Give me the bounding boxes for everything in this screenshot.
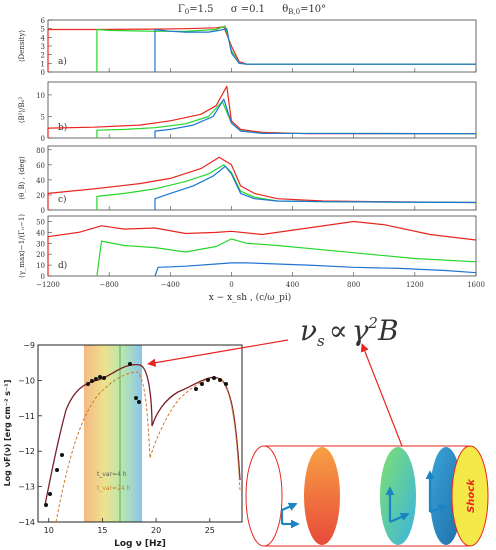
sed-x-tick-label: 10: [44, 526, 54, 535]
shock-to-formula-arrow: [360, 343, 403, 447]
y-tick-label: 6: [41, 17, 46, 25]
sed-y-ticks: −9 −10 −11 −12 −13 −14: [18, 341, 42, 527]
y-tick-label: 40: [36, 229, 45, 237]
sed-frame: [37, 344, 243, 523]
jet-cylinder-diagram: Shock: [245, 445, 489, 547]
sed-x-tick-label: 25: [205, 526, 215, 535]
y-tick-label: 0: [41, 69, 45, 77]
series-line-red: [47, 85, 476, 138]
formula-to-sed-arrow: [147, 339, 289, 367]
series-line-red: [47, 156, 477, 210]
sed-model-curve-dashed: [55, 371, 241, 523]
y-axis-label: ⟨B²⟩/B₀²: [18, 97, 26, 124]
x-axis-label: x − x_sh , (c/ω_pi): [209, 292, 292, 303]
theta-subscript: B,0: [288, 8, 300, 16]
x-tick-label: 400: [286, 281, 299, 289]
series-line-green: [96, 238, 477, 277]
sed-plot: −9 −10 −11 −12 −13 −14 10 15 20 25 Log νF(ν) [er…: [3, 341, 243, 549]
y-tick-label: 10: [36, 262, 45, 270]
y-tick-label: 4: [41, 34, 46, 42]
y-axis-label: ⟨θ_B⟩ , (deg): [18, 156, 26, 200]
series-line-blue: [154, 262, 477, 277]
x-axis-tick-labels: −1200 −800 −400 0 400 800 1200 1600: [36, 281, 485, 289]
sed-y-tick-label: −9: [23, 341, 35, 350]
y-tick-label: 20: [36, 251, 45, 259]
y-tick-label: 20: [36, 192, 45, 200]
y-tick-label: 30: [36, 240, 45, 248]
sed-x-tick-label: 15: [97, 526, 107, 535]
b-field-arrow-1: [280, 502, 298, 524]
panel-frame: [47, 215, 477, 277]
y-tick-label: 40: [36, 177, 45, 185]
gamma-value: =1.5: [189, 4, 213, 15]
y-tick-label: 5: [41, 113, 45, 121]
series-line-green: [96, 25, 476, 72]
series-line-green: [96, 164, 477, 210]
sed-y-tick-label: −13: [18, 483, 35, 492]
x-tick-label: 1200: [406, 281, 424, 289]
x-tick-label: −400: [161, 281, 180, 289]
sed-y-tick-label: −14: [18, 518, 35, 527]
panel-c: 0 20 40 60 80 ⟨θ_B⟩ , (deg) c): [18, 145, 477, 215]
gamma-subscript: 0: [185, 8, 189, 16]
gamma-symbol: Γ: [178, 4, 185, 15]
x-tick-label: 0: [229, 281, 233, 289]
jet-back-opening: [245, 445, 283, 547]
theta-symbol: θ: [282, 4, 288, 15]
panel-d: 0 10 20 30 40 50 ⟨γ_max⟩−1/(Γ₀−1) d): [18, 214, 477, 281]
panel-tag: a): [58, 56, 67, 67]
energy-band-highlight: [84, 345, 142, 522]
shock-label: Shock: [466, 478, 477, 513]
sed-x-axis-label: Log ν [Hz]: [114, 539, 166, 549]
y-tick-label: 10: [36, 92, 45, 100]
emission-region-green: [380, 447, 416, 545]
synchrotron-scaling-formula: νs ∝ γ2B: [300, 314, 399, 350]
y-tick-label: 80: [36, 147, 45, 155]
sed-y-axis-label: Log νF(ν) [erg cm⁻² s⁻¹]: [3, 380, 12, 487]
magnetic-field-arrows: [280, 470, 448, 529]
series-line-red: [47, 220, 477, 276]
x-tick-label: 1600: [467, 281, 485, 289]
y-tick-label: 1: [41, 60, 45, 68]
y-tick-label: 0: [41, 135, 45, 143]
x-tick-label: 800: [347, 281, 360, 289]
simulation-parameters: Γ0=1.5 σ =0.1 θB,0=10°: [178, 4, 326, 16]
emission-region-red: [304, 447, 340, 545]
x-tick-label: −800: [100, 281, 119, 289]
sigma-value: σ =0.1: [231, 4, 265, 15]
panel-tag: d): [58, 260, 67, 271]
y-axis-label: ⟨γ_max⟩−1/(Γ₀−1): [18, 214, 26, 278]
panel-tag: c): [58, 194, 67, 205]
y-tick-label: 3: [41, 43, 45, 51]
y-tick-label: 60: [36, 162, 45, 170]
theta-value: =10°: [300, 4, 326, 15]
x-tick-label: −1200: [36, 281, 60, 289]
y-tick-label: 50: [36, 218, 45, 226]
y-axis-label: ⟨Density⟩: [18, 30, 26, 63]
sed-x-ticks: 10 15 20 25: [44, 518, 215, 535]
series-line-red: [47, 26, 476, 72]
y-tick-label: 0: [41, 207, 45, 215]
legend-tvar-24h: t_var=24 h: [97, 485, 131, 492]
shock-front: [451, 445, 489, 547]
panel-frame: [47, 81, 477, 139]
series-line-blue: [154, 98, 477, 138]
sed-y-tick-label: −12: [18, 447, 35, 456]
series-line-blue: [154, 165, 477, 210]
sed-data-points: [44, 362, 228, 507]
y-tick-label: 0: [41, 273, 45, 281]
legend-tvar-4h: t_var=4 h: [97, 471, 127, 478]
series-line-blue: [154, 28, 476, 72]
y-tick-label: 2: [41, 52, 45, 60]
sed-x-tick-label: 20: [151, 526, 161, 535]
sed-model-curve: [44, 363, 241, 506]
panel-frame: [47, 145, 477, 211]
sed-y-tick-label: −10: [18, 376, 35, 385]
y-tick-label: 5: [41, 26, 45, 34]
sed-y-tick-label: −11: [18, 412, 35, 421]
